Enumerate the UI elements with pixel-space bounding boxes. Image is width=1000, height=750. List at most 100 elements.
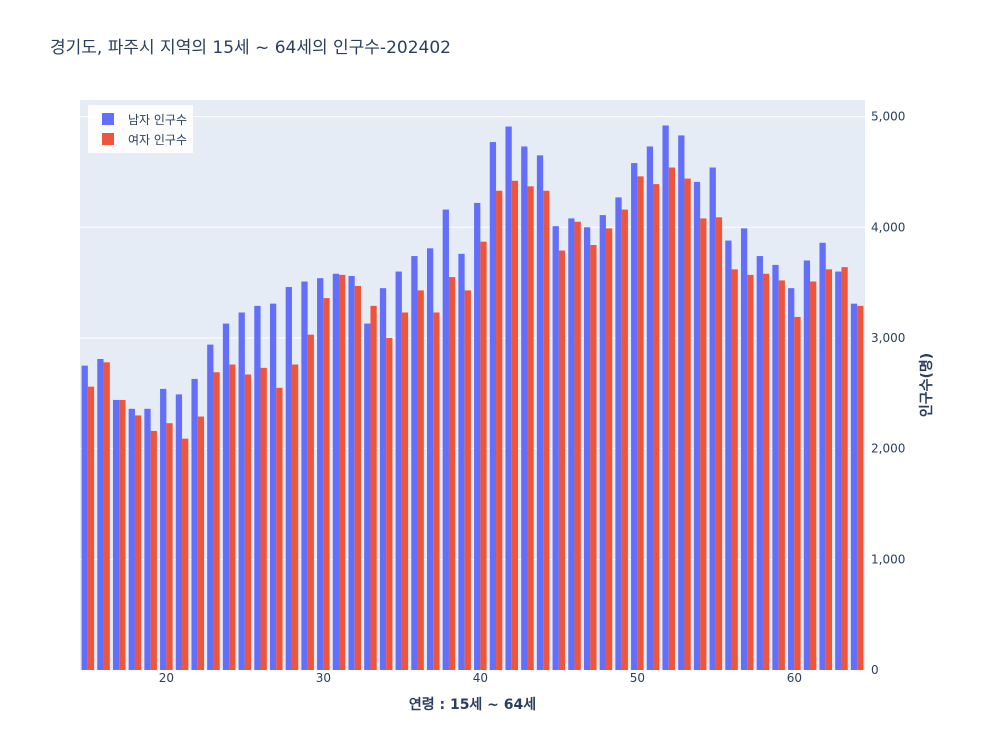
bar-male-55[interactable] <box>709 167 716 670</box>
bar-female-64[interactable] <box>857 305 864 670</box>
bar-female-22[interactable] <box>197 416 205 670</box>
bar-male-15[interactable] <box>81 365 88 670</box>
bar-male-59[interactable] <box>772 264 779 670</box>
bar-female-55[interactable] <box>715 217 723 671</box>
bar-female-31[interactable] <box>339 274 346 670</box>
bar-male-17[interactable] <box>112 399 120 670</box>
bar-female-37[interactable] <box>433 312 440 670</box>
bar-male-30[interactable] <box>317 278 324 670</box>
bar-male-23[interactable] <box>207 344 214 670</box>
bar-male-33[interactable] <box>364 323 371 670</box>
bar-male-26[interactable] <box>254 305 261 670</box>
legend-item-male[interactable]: 남자 인구수 <box>94 109 187 129</box>
bar-female-50[interactable] <box>637 176 644 670</box>
bar-female-46[interactable] <box>574 221 581 671</box>
bar-male-28[interactable] <box>285 287 292 670</box>
bar-male-49[interactable] <box>615 197 622 670</box>
bar-female-32[interactable] <box>354 285 362 670</box>
bar-female-29[interactable] <box>307 334 314 670</box>
bar-female-34[interactable] <box>386 337 393 670</box>
legend[interactable]: 남자 인구수 여자 인구수 <box>88 105 194 153</box>
bar-female-28[interactable] <box>291 364 299 670</box>
bar-male-46[interactable] <box>568 218 575 670</box>
bar-male-38[interactable] <box>442 209 449 670</box>
bar-male-63[interactable] <box>835 271 842 670</box>
bar-male-58[interactable] <box>756 256 763 670</box>
bar-male-19[interactable] <box>144 408 151 670</box>
bar-male-57[interactable] <box>740 228 748 670</box>
bar-male-20[interactable] <box>160 388 167 670</box>
bar-female-23[interactable] <box>213 372 220 670</box>
bar-female-51[interactable] <box>653 184 660 670</box>
bar-male-52[interactable] <box>662 125 669 671</box>
bar-female-42[interactable] <box>511 180 519 670</box>
bar-female-63[interactable] <box>841 267 848 670</box>
bar-female-49[interactable] <box>621 209 628 670</box>
bar-female-38[interactable] <box>448 277 456 670</box>
bar-male-21[interactable] <box>175 394 183 670</box>
bar-female-43[interactable] <box>527 186 534 671</box>
bar-male-60[interactable] <box>788 288 795 670</box>
bar-male-56[interactable] <box>725 240 732 670</box>
bar-female-35[interactable] <box>401 312 409 670</box>
bar-female-27[interactable] <box>276 387 283 670</box>
bar-female-48[interactable] <box>605 228 613 670</box>
bar-male-27[interactable] <box>269 303 277 670</box>
bar-female-15[interactable] <box>87 386 95 670</box>
bar-female-21[interactable] <box>182 438 189 670</box>
bar-female-61[interactable] <box>810 281 817 670</box>
bar-male-51[interactable] <box>646 146 654 670</box>
bar-female-18[interactable] <box>134 415 142 670</box>
bar-female-30[interactable] <box>323 298 330 670</box>
bar-female-45[interactable] <box>558 250 566 670</box>
bar-female-52[interactable] <box>668 167 676 670</box>
bar-male-54[interactable] <box>693 181 701 671</box>
bar-female-44[interactable] <box>543 190 550 671</box>
bar-male-22[interactable] <box>191 378 198 670</box>
bar-male-18[interactable] <box>128 408 135 670</box>
bar-male-34[interactable] <box>379 288 387 670</box>
bar-male-35[interactable] <box>395 271 402 670</box>
bar-male-47[interactable] <box>583 227 591 670</box>
bar-female-33[interactable] <box>370 305 377 670</box>
bar-female-20[interactable] <box>166 423 173 670</box>
bar-female-62[interactable] <box>825 269 833 670</box>
bar-male-36[interactable] <box>411 256 418 670</box>
bar-male-45[interactable] <box>552 226 559 671</box>
bar-female-60[interactable] <box>794 316 801 670</box>
bar-female-17[interactable] <box>119 399 126 670</box>
bar-male-44[interactable] <box>536 155 544 670</box>
bar-female-53[interactable] <box>684 178 691 670</box>
bar-male-37[interactable] <box>426 248 434 671</box>
bar-female-16[interactable] <box>103 362 110 670</box>
bar-male-48[interactable] <box>599 215 606 670</box>
bar-male-64[interactable] <box>850 303 858 670</box>
bar-female-36[interactable] <box>417 290 424 670</box>
bar-male-29[interactable] <box>301 281 308 670</box>
bar-female-56[interactable] <box>731 269 738 670</box>
bar-male-32[interactable] <box>348 275 355 670</box>
bar-female-57[interactable] <box>747 274 754 670</box>
bar-male-42[interactable] <box>505 126 512 670</box>
bar-female-41[interactable] <box>496 190 503 671</box>
bar-male-24[interactable] <box>222 323 230 670</box>
bar-female-24[interactable] <box>229 364 236 670</box>
bar-male-16[interactable] <box>97 358 104 670</box>
bar-male-41[interactable] <box>489 142 497 671</box>
bar-female-25[interactable] <box>244 374 252 670</box>
bar-male-43[interactable] <box>521 146 528 670</box>
bar-female-58[interactable] <box>762 273 770 670</box>
bar-female-40[interactable] <box>480 241 487 670</box>
bar-female-54[interactable] <box>700 218 707 670</box>
bar-female-59[interactable] <box>778 280 785 670</box>
legend-item-female[interactable]: 여자 인구수 <box>94 129 187 149</box>
bar-male-53[interactable] <box>678 135 685 670</box>
bar-male-61[interactable] <box>803 260 811 670</box>
bar-female-39[interactable] <box>464 290 471 670</box>
bar-male-25[interactable] <box>238 312 245 670</box>
bar-male-40[interactable] <box>474 202 481 670</box>
bar-female-47[interactable] <box>590 244 597 670</box>
bar-female-19[interactable] <box>150 430 157 670</box>
bar-male-39[interactable] <box>458 253 465 670</box>
bar-female-26[interactable] <box>260 367 267 670</box>
